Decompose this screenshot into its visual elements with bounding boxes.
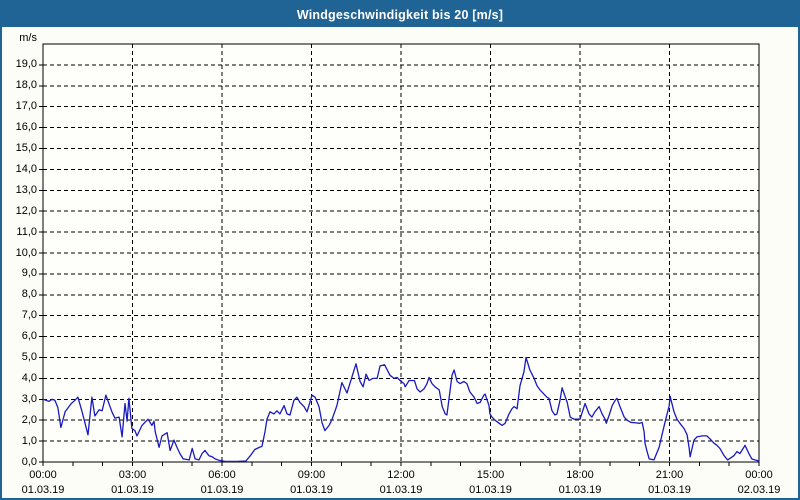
y-tick-label: 7,0 <box>21 309 37 322</box>
x-tick-date-label: 01.03.19 <box>21 484 65 496</box>
x-tick-date-label: 01.03.19 <box>379 484 423 496</box>
y-tick-label: 2,0 <box>21 413 37 426</box>
x-tick-date-label: 02.03.19 <box>737 484 781 496</box>
x-tick-time-label: 12:00 <box>387 469 415 481</box>
x-tick-date-label: 01.03.19 <box>558 484 602 496</box>
x-tick-time-label: 00:00 <box>29 469 57 481</box>
wind-speed-line <box>42 356 760 463</box>
chart-title: Windgeschwindigkeit bis 20 [m/s] <box>296 7 504 22</box>
y-tick-label: 6,0 <box>21 330 37 343</box>
x-tick-date-label: 01.03.19 <box>290 484 333 496</box>
y-tick-label: 1,0 <box>21 434 37 447</box>
x-tick-time-label: 09:00 <box>297 469 326 481</box>
x-tick-time-label: 00:00 <box>745 469 773 481</box>
x-tick-date-label: 01.03.19 <box>111 484 154 496</box>
x-tick-time-label: 21:00 <box>655 469 684 481</box>
y-tick-label: 19,0 <box>15 58 37 71</box>
y-tick-label: 3,0 <box>21 392 37 405</box>
y-tick-label: 13,0 <box>15 183 37 196</box>
chart-area: m/s 0,0 1,0 2,0 3,0 4,0 5,0 6,0 7,0 8,0 9,0 10,0 11… <box>2 27 798 498</box>
x-tick-date-label: 01.03.19 <box>648 484 691 496</box>
x-tick-time-label: 15:00 <box>476 469 505 481</box>
y-axis-unit-label: m/s <box>19 32 37 44</box>
x-tick-date-label: 01.03.19 <box>469 484 512 496</box>
chart-svg <box>39 43 760 466</box>
x-tick-time-label: 18:00 <box>566 469 594 481</box>
y-tick-label: 10,0 <box>15 246 37 259</box>
y-tick-label: 8,0 <box>21 288 37 301</box>
y-tick-label: 0,0 <box>21 455 37 468</box>
y-tick-label: 16,0 <box>15 121 37 134</box>
x-tick-time-label: 03:00 <box>118 469 147 481</box>
y-tick-label: 5,0 <box>21 351 37 363</box>
y-tick-label: 18,0 <box>15 79 37 92</box>
y-tick-label: 17,0 <box>15 100 37 113</box>
y-tick-label: 15,0 <box>15 142 37 154</box>
x-tick-time-label: 06:00 <box>208 469 236 481</box>
y-tick-label: 9,0 <box>21 267 37 280</box>
y-tick-label: 14,0 <box>15 162 37 175</box>
title-bar: Windgeschwindigkeit bis 20 [m/s] <box>2 2 798 27</box>
y-tick-label: 12,0 <box>15 204 37 217</box>
y-tick-label: 11,0 <box>16 225 37 238</box>
x-tick-date-label: 01.03.19 <box>200 484 244 496</box>
y-tick-label: 4,0 <box>21 371 37 384</box>
